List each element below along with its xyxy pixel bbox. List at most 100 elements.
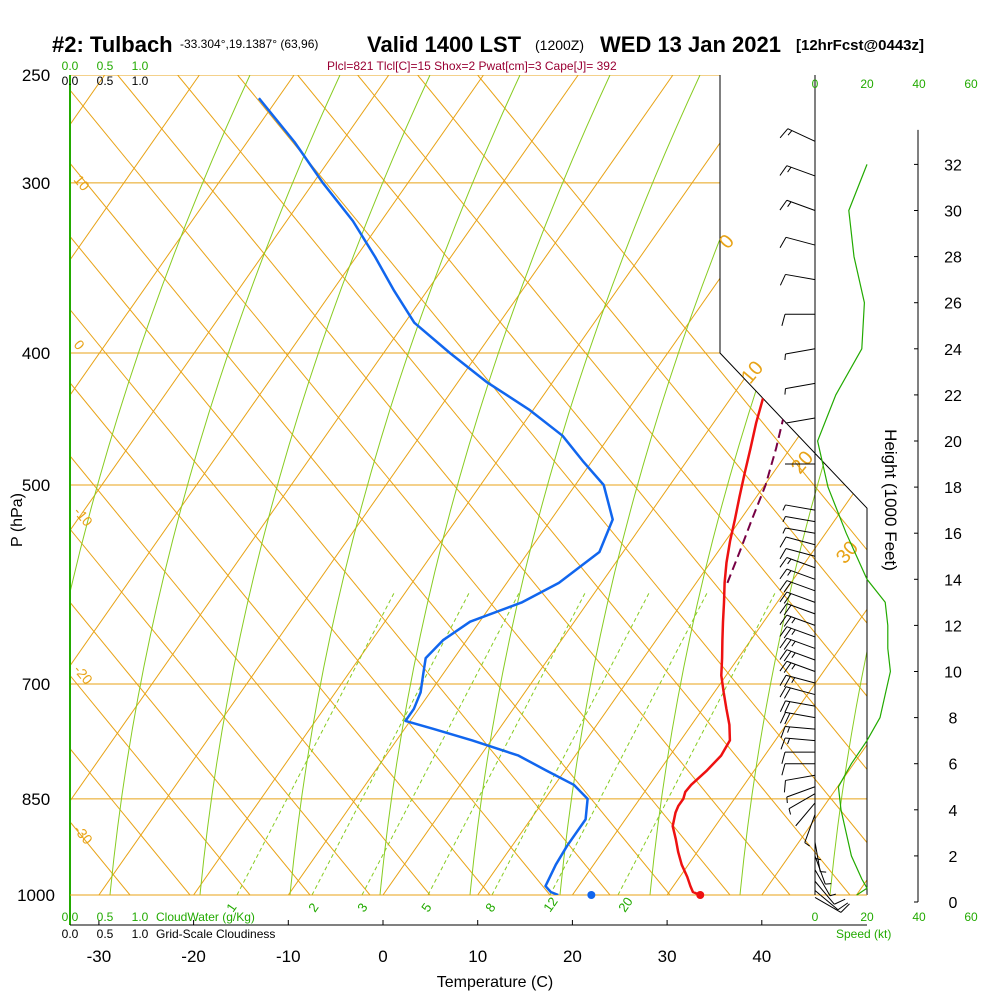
height-tick-label: 18 [944,480,962,497]
wind-barb-flag [834,898,846,905]
cloud-axis-tick: 0.0 [62,927,79,941]
wind-barb-staff [785,515,816,523]
dry-adiabat [70,75,611,895]
dry-adiabat [237,75,867,895]
wind-barb [779,614,816,627]
height-tick-label: 28 [944,250,962,267]
plot-right-edge [719,75,868,895]
wind-barb-flag [784,712,791,725]
wind-speed-tick: 40 [912,77,926,91]
wind-barb-flag [779,199,788,211]
mixing-ratio-label: 20 [615,894,636,914]
wind-barb-staff [786,165,816,177]
mixing-ratio-line [427,592,586,895]
dry-adiabat [70,75,311,895]
wind-barb [779,660,816,673]
wind-barb-staff [785,236,816,246]
wind-barb-staff [786,568,816,580]
isotherm-line [193,75,769,895]
wind-barb-flag [787,738,791,745]
wind-barb [782,515,816,523]
pressure-tick-label: 300 [22,174,50,193]
x-axis-label: Temperature (C) [437,974,553,991]
wind-barb [779,591,816,604]
wind-barb-flag [786,796,788,804]
wind-barb [814,828,821,861]
profile-layer [257,97,810,895]
moist-adiabat [70,75,251,895]
wind-barb-flag [779,557,788,568]
mixing-ratio-line [617,592,776,895]
wind-barb [779,649,816,662]
wind-barb [779,557,816,569]
wind-speed-tick: 0 [812,77,819,91]
wind-barb-flag [804,842,810,847]
grid-layer [70,75,867,895]
temperature-tick-label: 20 [563,947,582,966]
stability-indices: Plcl=821 Tlcl[C]=15 Shox=2 Pwat[cm]=3 Ca… [327,59,617,73]
wind-barb-flag [787,558,792,565]
wind-barb-flag [825,883,832,885]
isotherm-line [70,75,484,895]
wind-barb [781,763,815,776]
surface-dewpoint-point [587,891,596,899]
forecast-info: [12hrFcst@0443z] [796,37,924,54]
wind-barb-flag [779,675,787,686]
isotherm-line [856,75,867,895]
wind-barb-flag [783,593,792,604]
wind-barb-staff [788,793,816,810]
wind-barb [786,786,816,804]
wind-barb-staff [814,890,839,911]
wind-barb-staff [785,548,816,557]
height-tick-label: 20 [944,434,962,451]
wind-barb-flag [791,640,796,647]
wind-barb-flag [784,701,791,713]
isotherm-line [70,75,295,895]
height-tick-label: 6 [949,757,958,774]
wind-barb-flag [779,614,788,626]
wind-barb-staff [785,417,816,424]
wind-barb-staff [785,504,816,511]
wind-barb [788,793,816,815]
dry-adiabat [117,75,791,895]
wind-barb-staff [786,660,816,672]
wind-speed-label: Speed (kt) [836,927,891,941]
moist-adiabat [109,75,341,895]
wind-barb-staff [785,774,816,781]
cloud-axis-tick: 0.5 [97,910,114,924]
station-title: #2: Tulbach [52,32,173,57]
wind-barb-flag [783,604,792,616]
isotherm-line [70,75,200,895]
wind-barb-flag [783,780,786,793]
wind-barb-flag [783,639,792,650]
dry-adiabat [70,75,251,895]
wind-barb [814,841,827,873]
wind-barb-flag [787,726,791,733]
wind-barb-flag [787,201,792,207]
wind-barb-staff [786,591,816,603]
wind-barb-flag [782,504,786,511]
wind-barb-staff [786,626,816,638]
mixing-ratio-line [491,592,650,895]
wind-barb-flag [779,712,786,724]
wind-barb-staff [785,382,816,390]
wind-barb [781,313,815,326]
isotherm-label-left: -30 [71,822,96,848]
wind-barb-flag [783,676,791,688]
wind-barb-flag [779,686,787,698]
isotherm-label-right: 10 [737,357,768,388]
pressure-tick-label: 400 [22,344,50,363]
wind-barb [795,802,816,827]
wind-barb [814,855,832,885]
height-tick-label: 26 [944,296,962,313]
mixing-ratio-label: 2 [305,900,321,915]
temperature-tick-label: 10 [468,947,487,966]
temperature-tick-label: -20 [181,947,206,966]
wind-barb [804,814,816,847]
wind-barb-flag [783,581,792,593]
height-tick-label: 10 [944,665,962,682]
isotherm-line [98,75,674,895]
height-tick-label: 4 [949,803,958,820]
wind-barb-flag [783,687,791,699]
